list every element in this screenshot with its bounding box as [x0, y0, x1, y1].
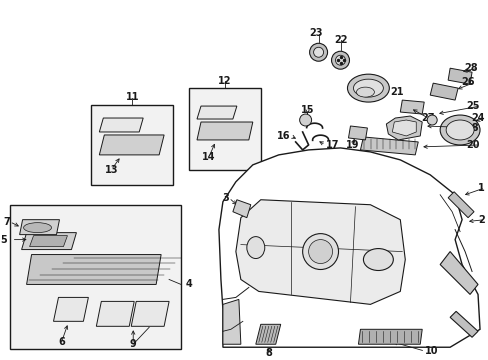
Polygon shape	[232, 200, 250, 218]
Text: 19: 19	[345, 140, 359, 150]
Polygon shape	[219, 148, 479, 347]
Text: 4: 4	[185, 279, 192, 289]
Text: 25: 25	[466, 101, 479, 111]
Polygon shape	[358, 329, 421, 344]
Ellipse shape	[23, 223, 51, 233]
Text: 16: 16	[277, 131, 290, 141]
Text: 13: 13	[104, 165, 118, 175]
Polygon shape	[348, 126, 366, 140]
Polygon shape	[21, 233, 76, 249]
Text: 9: 9	[130, 339, 136, 349]
Text: 5: 5	[0, 235, 7, 244]
Bar	[189, 88, 260, 170]
Polygon shape	[255, 324, 280, 344]
Polygon shape	[29, 235, 67, 247]
Ellipse shape	[439, 115, 479, 145]
Text: 26: 26	[461, 77, 474, 87]
Ellipse shape	[347, 74, 388, 102]
Polygon shape	[449, 311, 477, 337]
Text: 27: 27	[421, 113, 434, 123]
Text: 17: 17	[325, 140, 338, 150]
Ellipse shape	[363, 248, 392, 270]
Bar	[10, 205, 181, 349]
Polygon shape	[20, 220, 60, 235]
Ellipse shape	[246, 237, 264, 258]
Circle shape	[299, 114, 311, 126]
Polygon shape	[400, 100, 424, 114]
Polygon shape	[447, 192, 473, 218]
Text: 2: 2	[477, 215, 484, 225]
Polygon shape	[99, 135, 164, 155]
Polygon shape	[26, 255, 161, 284]
Circle shape	[427, 115, 436, 125]
Text: 21: 21	[389, 87, 403, 97]
Text: 7: 7	[3, 217, 10, 227]
Polygon shape	[99, 118, 143, 132]
Text: 28: 28	[464, 63, 477, 73]
Text: 11: 11	[125, 92, 139, 102]
Circle shape	[331, 51, 349, 69]
Circle shape	[309, 43, 327, 61]
Ellipse shape	[445, 120, 473, 140]
Circle shape	[313, 47, 323, 57]
Circle shape	[308, 240, 332, 264]
Bar	[91, 105, 173, 185]
Text: 22: 22	[333, 35, 346, 45]
Text: 23: 23	[308, 28, 322, 38]
Text: 6: 6	[58, 337, 65, 347]
Text: 10: 10	[425, 346, 438, 356]
Text: 8: 8	[265, 348, 272, 358]
Polygon shape	[131, 301, 169, 326]
Polygon shape	[386, 116, 421, 140]
Polygon shape	[197, 122, 252, 140]
Polygon shape	[223, 300, 241, 344]
Circle shape	[335, 55, 345, 65]
Text: 18: 18	[466, 123, 479, 133]
Text: 1: 1	[477, 183, 484, 193]
Text: 3: 3	[222, 193, 228, 203]
Polygon shape	[447, 68, 471, 84]
Ellipse shape	[353, 79, 383, 97]
Polygon shape	[53, 297, 88, 321]
Circle shape	[302, 234, 338, 270]
Ellipse shape	[356, 87, 374, 97]
Polygon shape	[429, 83, 457, 100]
Text: 15: 15	[300, 105, 314, 115]
Text: 14: 14	[202, 152, 215, 162]
Text: 20: 20	[466, 140, 479, 150]
Text: 24: 24	[470, 113, 484, 123]
Polygon shape	[391, 120, 415, 136]
Polygon shape	[235, 200, 405, 305]
Text: 12: 12	[218, 76, 231, 86]
Polygon shape	[197, 106, 236, 119]
Polygon shape	[360, 137, 417, 155]
Polygon shape	[439, 252, 477, 294]
Polygon shape	[96, 301, 134, 326]
